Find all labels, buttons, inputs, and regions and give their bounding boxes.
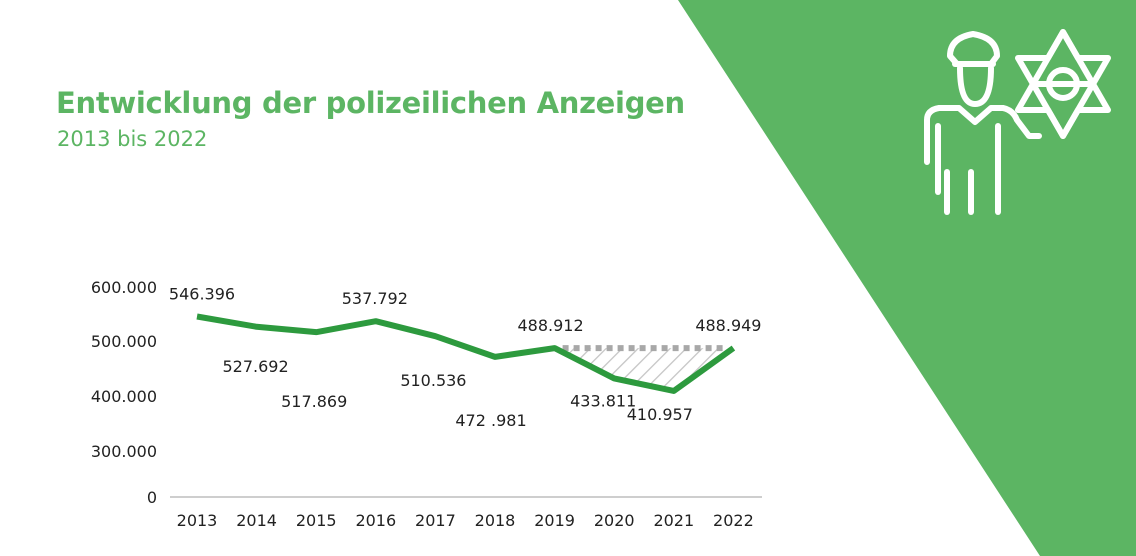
x-tick-label: 2021 bbox=[653, 511, 694, 530]
data-label: 433.811 bbox=[570, 391, 636, 410]
gap-hatch-line bbox=[883, 340, 983, 440]
gap-hatch-line bbox=[851, 340, 951, 440]
chart-subtitle: 2013 bis 2022 bbox=[57, 127, 208, 151]
x-tick-label: 2020 bbox=[594, 511, 635, 530]
gap-hatch-line bbox=[835, 340, 935, 440]
x-tick-label: 2015 bbox=[296, 511, 337, 530]
gap-hatch-line bbox=[562, 348, 664, 391]
x-tick-label: 2016 bbox=[355, 511, 396, 530]
x-axis: 2013 2014 2015 2016 2017 2018 2019 2020 2021 2022 bbox=[177, 511, 754, 530]
data-label: 510.536 bbox=[400, 371, 466, 390]
gap-hatch-line bbox=[819, 340, 919, 440]
gap-hatch-line bbox=[803, 340, 903, 440]
gap-hatch-line bbox=[722, 348, 734, 391]
x-tick-label: 2018 bbox=[475, 511, 516, 530]
gap-hatch-line bbox=[931, 340, 1031, 440]
x-tick-label: 2017 bbox=[415, 511, 456, 530]
gap-hatch-line bbox=[554, 348, 632, 391]
data-label: 537.792 bbox=[342, 289, 408, 308]
gap-hatch-line bbox=[554, 348, 600, 391]
data-labels: 546.396 527.692 517.869 537.792 510.536 472 .… bbox=[169, 284, 762, 429]
gap-hatch-line bbox=[787, 340, 887, 440]
gap-hatch-line bbox=[739, 340, 839, 440]
gap-hatch-line bbox=[690, 348, 734, 391]
y-tick-label: 400.000 bbox=[91, 387, 157, 406]
data-label: 546.396 bbox=[169, 284, 235, 303]
x-tick-label: 2022 bbox=[713, 511, 754, 530]
chart-title: Entwicklung der polizeilichen Anzeigen bbox=[56, 86, 685, 120]
gap-hatch-line bbox=[771, 340, 871, 440]
y-tick-label: 300.000 bbox=[91, 442, 157, 461]
y-tick-label: 0 bbox=[147, 488, 157, 507]
police-officer-icon bbox=[924, 29, 1111, 215]
gap-hatch-line bbox=[899, 340, 999, 440]
data-label: 488.912 bbox=[518, 316, 584, 335]
gap-hatch-line bbox=[755, 340, 855, 440]
series-line-anzeigen bbox=[196, 313, 736, 394]
x-tick-label: 2014 bbox=[236, 511, 277, 530]
gap-hatch-line bbox=[947, 340, 1047, 440]
data-label: 410.957 bbox=[627, 405, 693, 424]
y-tick-label: 600.000 bbox=[91, 278, 157, 297]
data-label: 527.692 bbox=[223, 357, 289, 376]
data-label: 517.869 bbox=[281, 392, 347, 411]
data-label: 488.949 bbox=[695, 316, 761, 335]
data-label: 472 .981 bbox=[455, 411, 526, 430]
x-tick-label: 2019 bbox=[534, 511, 575, 530]
y-axis: 0 300.000 400.000 500.000 600.000 bbox=[91, 278, 157, 507]
y-tick-label: 500.000 bbox=[91, 332, 157, 351]
gap-hatch-line bbox=[915, 340, 1015, 440]
x-tick-label: 2013 bbox=[177, 511, 218, 530]
gap-hatch-line bbox=[867, 340, 967, 440]
